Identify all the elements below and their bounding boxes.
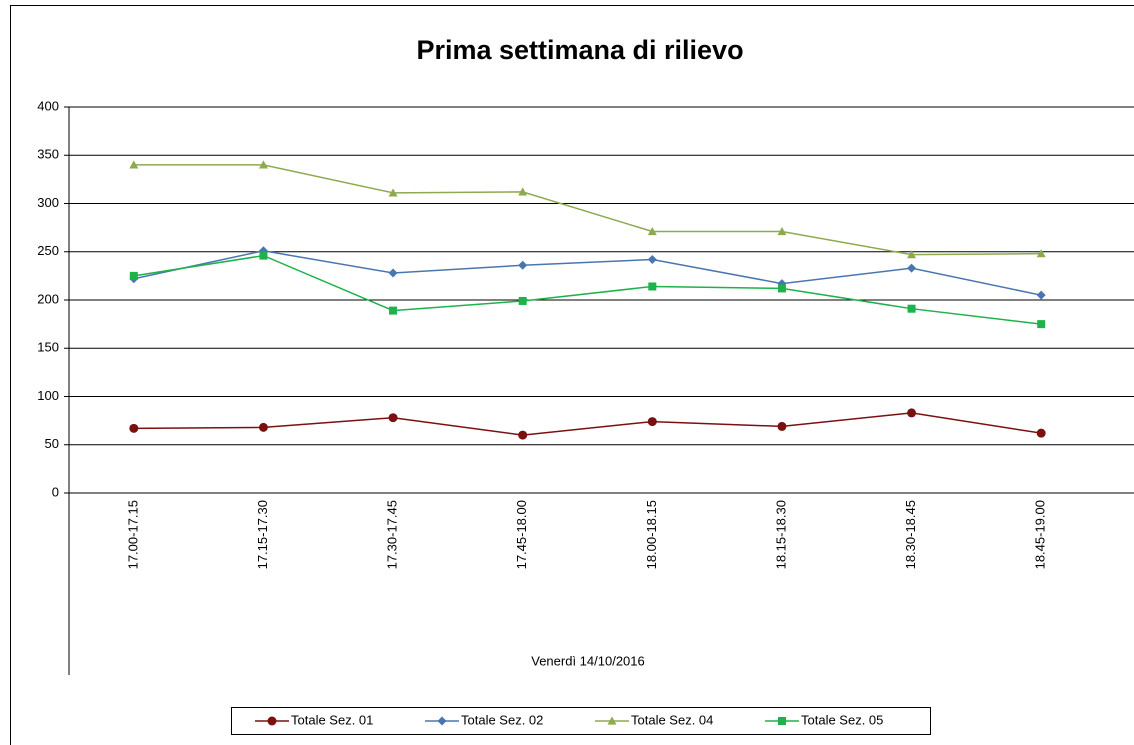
point: [258, 160, 268, 169]
point: [129, 160, 139, 169]
point: [907, 250, 917, 259]
y-tick-label: 50: [45, 436, 59, 451]
chart-title: Prima settimana di rilievo: [416, 35, 743, 65]
x-tick-label: 17.45-18.00: [514, 500, 529, 569]
legend-marker: [267, 716, 277, 726]
x-tick-label: 17.30-17.45: [385, 500, 400, 569]
point: [388, 268, 398, 278]
legend-label: Totale Sez. 04: [631, 712, 713, 727]
legend-marker: [607, 716, 617, 725]
point: [647, 226, 657, 236]
x-tick-label: 18.30-18.45: [903, 500, 918, 569]
legend: [231, 707, 931, 735]
y-tick-label: 150: [37, 340, 59, 355]
point: [1037, 320, 1046, 329]
y-tick-label: 400: [37, 98, 59, 113]
point: [1036, 249, 1046, 258]
x-tick-label: 18.00-18.15: [644, 500, 659, 569]
point: [389, 306, 398, 315]
point: [777, 284, 786, 293]
series-line: [133, 164, 1042, 256]
point: [518, 430, 528, 440]
point: [647, 417, 657, 427]
point: [518, 296, 527, 305]
y-tick-label: 0: [52, 484, 59, 499]
y-tick-label: 300: [37, 195, 59, 210]
series-line: [133, 412, 1042, 436]
point: [907, 263, 917, 273]
point: [388, 413, 398, 423]
y-tick-label: 100: [37, 388, 59, 403]
point: [777, 226, 787, 236]
point: [518, 187, 528, 196]
y-tick-label: 250: [37, 243, 59, 258]
x-tick-label: 17.00-17.15: [125, 500, 140, 569]
point: [259, 251, 268, 260]
point: [388, 188, 398, 197]
point: [647, 254, 657, 264]
point: [1036, 428, 1046, 438]
point: [1036, 290, 1046, 300]
legend-label: Totale Sez. 02: [461, 712, 543, 727]
x-tick-label: 17.15-17.30: [255, 500, 270, 569]
legend-label: Totale Sez. 05: [801, 712, 883, 727]
point: [648, 282, 657, 291]
x-tick-label: 18.45-19.00: [1033, 500, 1048, 569]
point: [907, 408, 917, 418]
point: [258, 422, 268, 432]
x-tick-label: 18.15-18.30: [773, 500, 788, 569]
y-tick-label: 350: [37, 147, 59, 162]
point: [129, 271, 138, 280]
point: [777, 421, 787, 431]
point: [907, 304, 916, 313]
y-tick-label: 200: [37, 291, 59, 306]
point: [518, 260, 528, 270]
series-line: [133, 254, 1042, 325]
legend-label: Totale Sez. 01: [291, 712, 373, 727]
legend-marker: [778, 717, 786, 725]
chart-frame: [10, 5, 1134, 745]
legend-marker: [437, 716, 447, 726]
series-line: [133, 250, 1042, 296]
point: [129, 423, 139, 433]
x-axis-label: Venerdì 14/10/2016: [531, 653, 645, 668]
